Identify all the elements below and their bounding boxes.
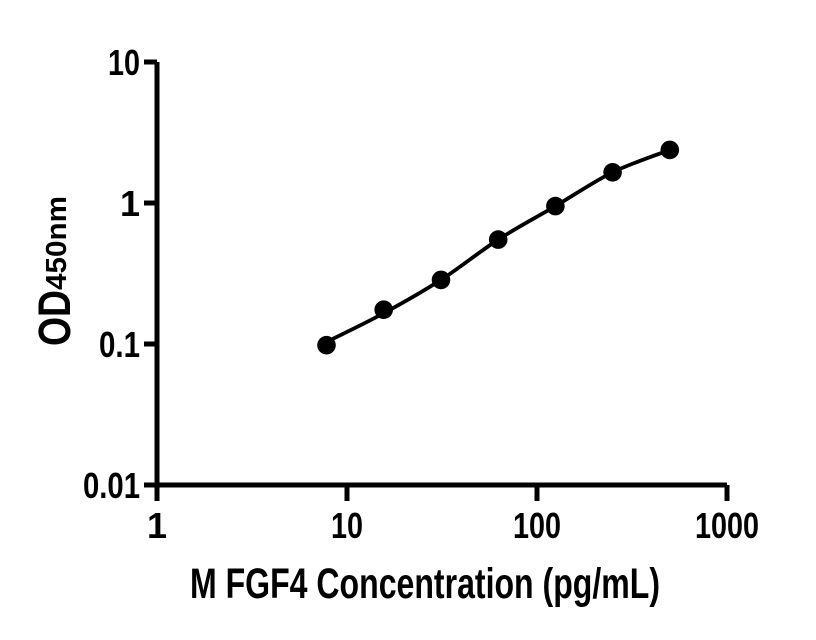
data-point-marker — [660, 140, 680, 160]
data-point-marker — [374, 300, 394, 320]
data-point-marker — [603, 163, 622, 182]
x-axis-tick-label: 10 — [331, 505, 363, 546]
y-axis-tick-label: 0.1 — [99, 324, 140, 365]
series-group — [317, 140, 680, 355]
y-axis-title-subscript: 450nm — [41, 196, 73, 290]
x-axis-tick-label: 100 — [513, 505, 561, 546]
data-point-marker — [488, 230, 508, 249]
y-axis-tick-label: 10 — [108, 42, 140, 83]
data-point-marker — [431, 270, 451, 290]
data-point-marker — [317, 335, 336, 355]
x-axis-title: M FGF4 Concentration (pg/mL) — [190, 560, 660, 608]
y-axis-title-od: OD — [29, 290, 80, 346]
data-point-marker — [546, 196, 565, 216]
x-axis-tick-label: 1000 — [695, 505, 759, 546]
x-axis-tick-label: 1 — [147, 505, 167, 546]
ticks-group — [144, 59, 730, 501]
y-axis-title: OD 450nm — [29, 196, 80, 346]
y-axis-tick-label: 0.01 — [83, 465, 140, 506]
y-axis-tick-label: 1 — [120, 183, 140, 224]
